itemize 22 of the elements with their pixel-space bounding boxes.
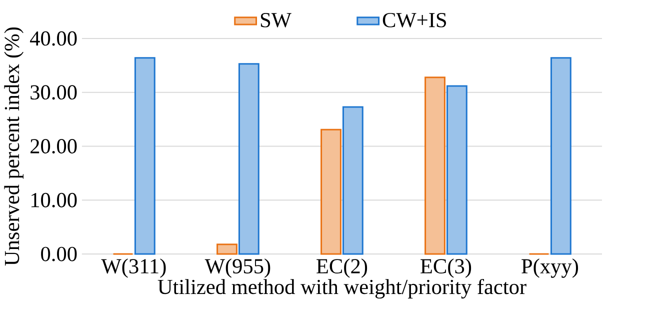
y-axis-title: Unserved percent index (%) xyxy=(4,27,24,266)
x-axis-title: Utilized method with weight/priority factor xyxy=(158,278,526,298)
bar xyxy=(216,243,238,255)
bar xyxy=(550,57,572,255)
legend-label: CW+IS xyxy=(382,12,446,28)
y-tick-label: 40.00 xyxy=(30,31,77,46)
bar xyxy=(424,76,446,255)
legend-label: SW xyxy=(260,12,292,28)
y-tick-label: 10.00 xyxy=(31,192,77,208)
y-tick-label: 20.00 xyxy=(30,138,77,154)
bar xyxy=(134,57,156,255)
x-tick-label: EC(2) xyxy=(316,258,368,278)
x-tick-label: W(955) xyxy=(204,258,270,278)
x-tick-label: EC(3) xyxy=(420,258,472,278)
bar xyxy=(238,62,260,255)
bar xyxy=(320,128,342,255)
bar xyxy=(446,85,468,255)
x-tick-label: P(xyy) xyxy=(522,258,578,278)
y-tick-label: 30.00 xyxy=(30,85,77,100)
bar xyxy=(342,106,364,255)
x-tick-label: W(311) xyxy=(101,258,166,278)
y-tick-label: 0.00 xyxy=(41,246,77,262)
